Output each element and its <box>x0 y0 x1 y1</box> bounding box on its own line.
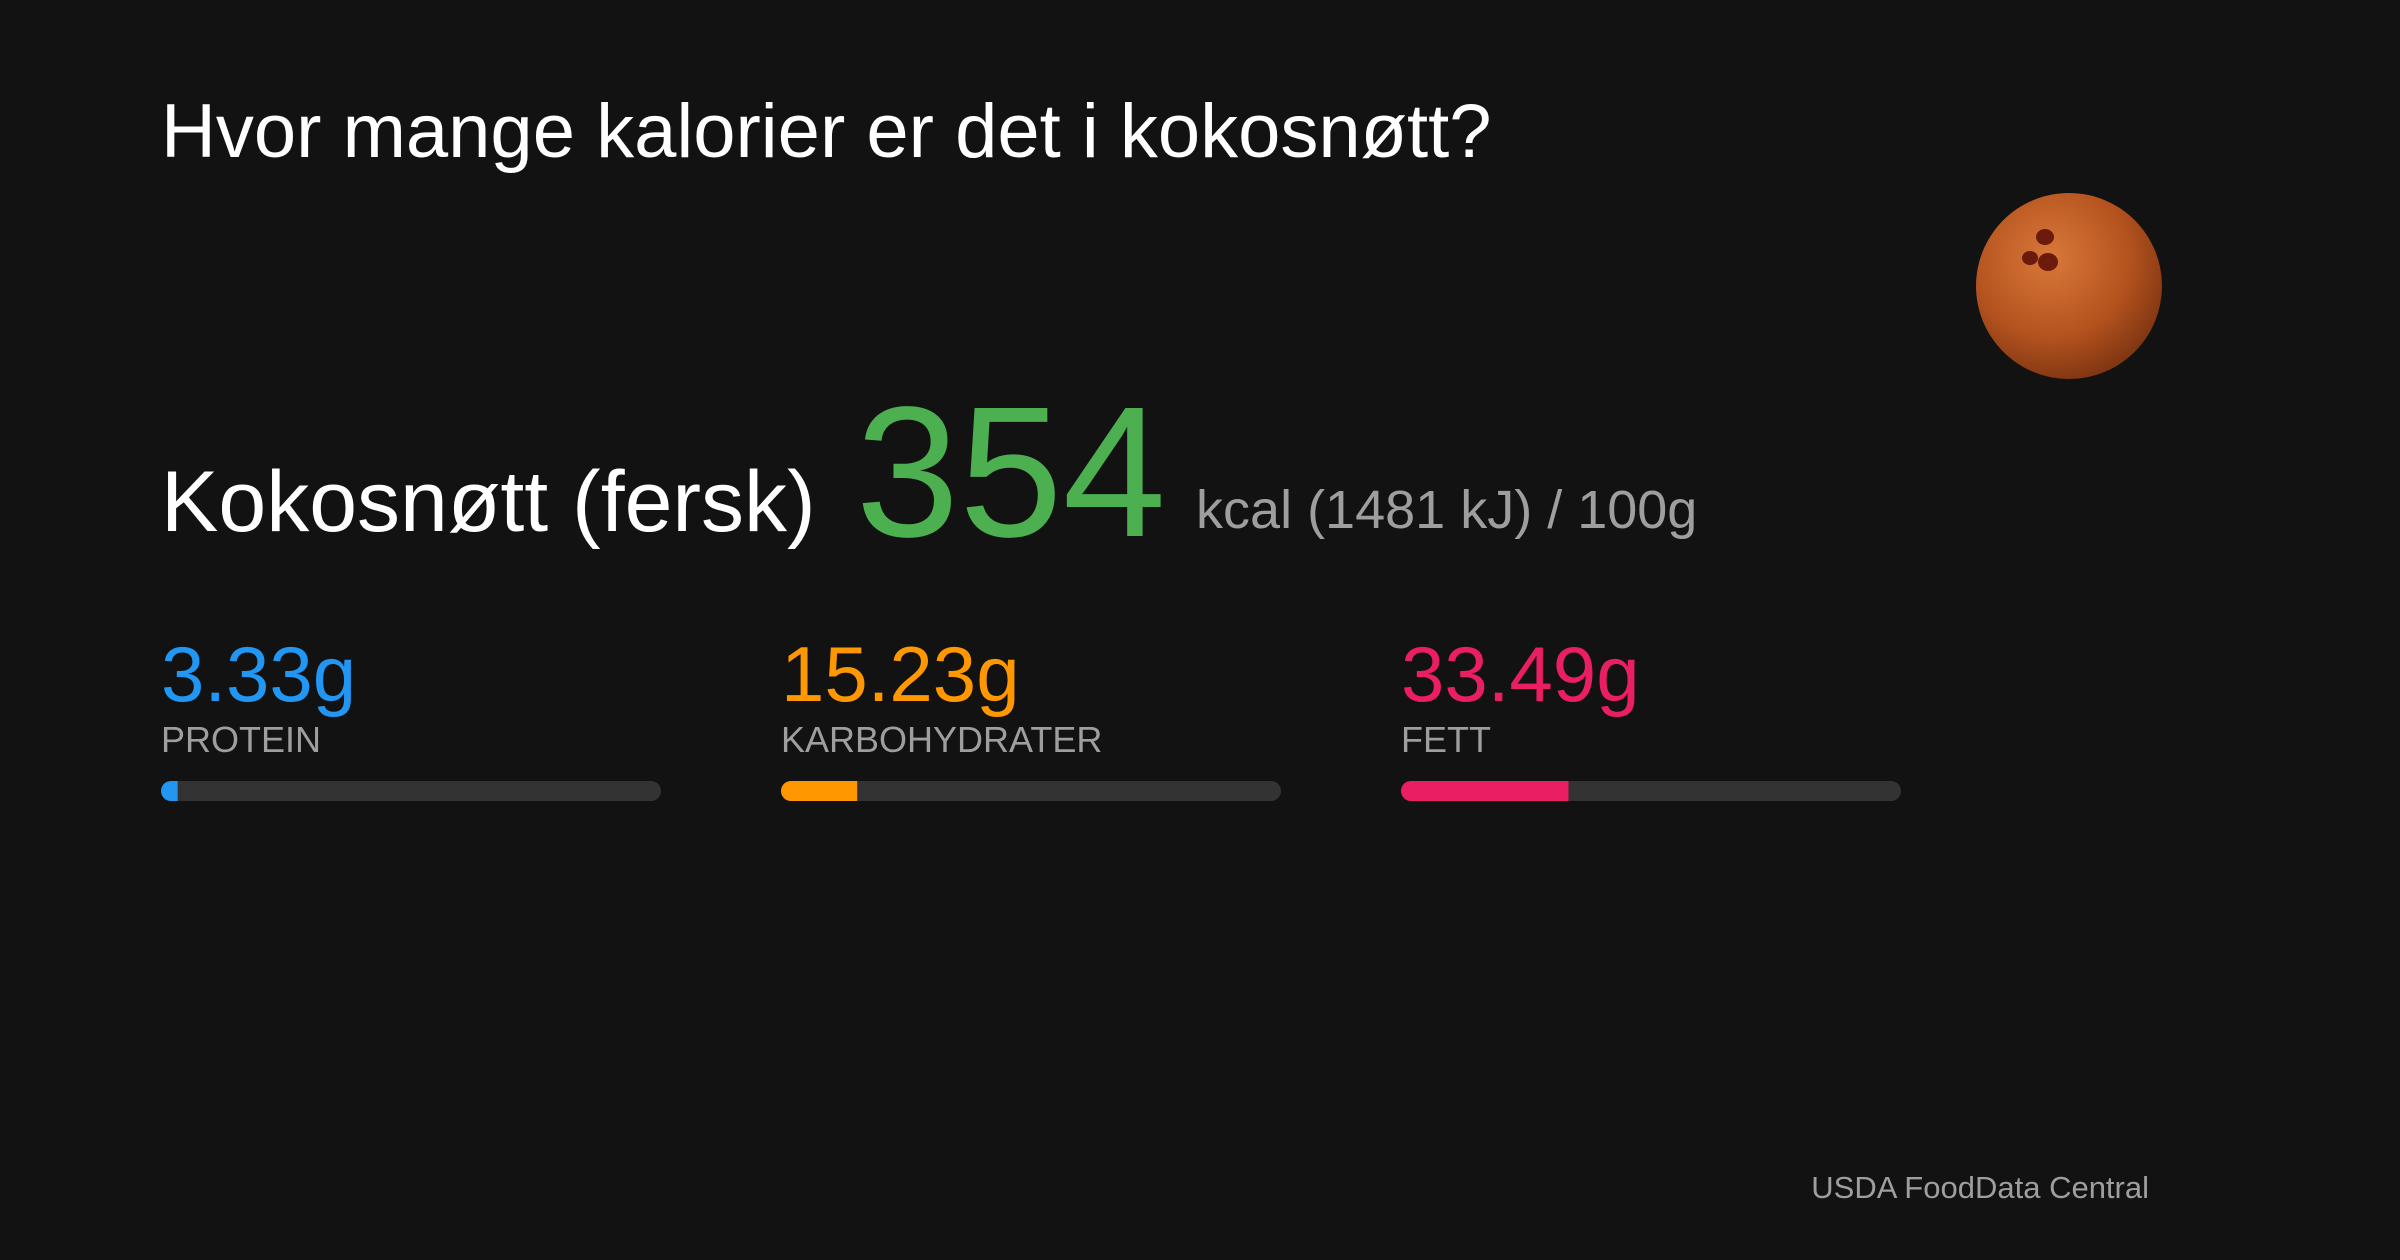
macro-bar <box>781 781 858 801</box>
macro-bar <box>161 781 178 801</box>
kcal-value: 354 <box>856 369 1166 576</box>
energy-label: kcal (1481 kJ) <box>1196 480 1532 540</box>
macro-label: KARBOHYDRATER <box>781 719 1102 760</box>
macro-label: FETT <box>1401 719 1491 760</box>
source: USDA FoodData Central <box>1811 1170 2149 1205</box>
macro-label: PROTEIN <box>161 719 321 760</box>
food-name: Kokosnøtt (fersk) <box>161 454 816 550</box>
macro-value: 15.23g <box>781 630 1020 718</box>
coconut-icon <box>1976 193 2162 379</box>
macro-track <box>161 781 661 801</box>
macro-bar <box>1401 781 1569 801</box>
serving-label: / 100g <box>1547 480 1697 540</box>
macro-value: 3.33g <box>161 630 356 718</box>
macro-track <box>781 781 1281 801</box>
title: Hvor mange kalorier er det i kokosnøtt? <box>161 89 1492 174</box>
macro-value: 33.49g <box>1401 630 1640 718</box>
